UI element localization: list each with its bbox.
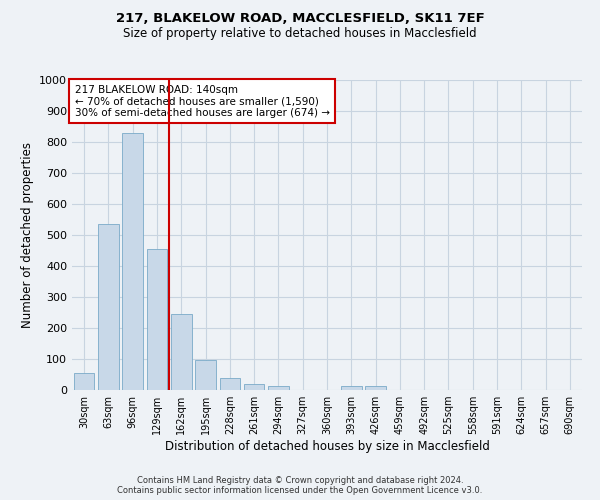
Bar <box>146 249 167 390</box>
Bar <box>171 314 191 390</box>
Bar <box>244 384 265 390</box>
Text: Size of property relative to detached houses in Macclesfield: Size of property relative to detached ho… <box>123 28 477 40</box>
Y-axis label: Number of detached properties: Number of detached properties <box>20 142 34 328</box>
Bar <box>341 386 362 390</box>
X-axis label: Distribution of detached houses by size in Macclesfield: Distribution of detached houses by size … <box>164 440 490 453</box>
Text: Contains HM Land Registry data © Crown copyright and database right 2024.
Contai: Contains HM Land Registry data © Crown c… <box>118 476 482 495</box>
Text: 217, BLAKELOW ROAD, MACCLESFIELD, SK11 7EF: 217, BLAKELOW ROAD, MACCLESFIELD, SK11 7… <box>116 12 484 26</box>
Bar <box>220 378 240 390</box>
Bar <box>98 224 119 390</box>
Bar <box>74 373 94 390</box>
Bar <box>365 386 386 390</box>
Bar <box>268 386 289 390</box>
Text: 217 BLAKELOW ROAD: 140sqm
← 70% of detached houses are smaller (1,590)
30% of se: 217 BLAKELOW ROAD: 140sqm ← 70% of detac… <box>74 84 329 118</box>
Bar <box>122 132 143 390</box>
Bar <box>195 360 216 390</box>
